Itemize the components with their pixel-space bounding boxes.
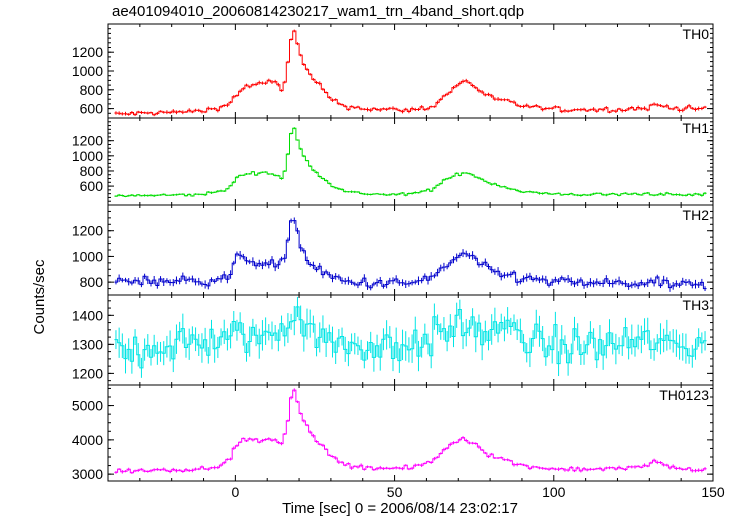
light-curve-th1 (114, 127, 707, 198)
panel-th2: TH2 800 1000 1200 (72, 204, 714, 296)
panel-label: TH2 (683, 207, 710, 223)
y-tick-label: 800 (80, 274, 104, 290)
light-curve-th0 (114, 29, 707, 117)
y-tick-label: 5000 (72, 398, 103, 414)
y-tick-label: 1200 (72, 133, 103, 149)
y-tick-label: 1000 (72, 148, 103, 164)
y-tick-label: 800 (80, 163, 104, 179)
y-tick-label: 1000 (72, 248, 103, 264)
y-tick-label: 3000 (72, 466, 103, 482)
y-tick-label: 1200 (72, 44, 103, 60)
panel-label: TH3 (683, 297, 710, 313)
chart-title: ae401094010_20060814230217_wam1_trn_4ban… (112, 3, 524, 20)
panel-label: TH0123 (659, 387, 709, 403)
panel-frame (107, 117, 714, 206)
panel-label: TH1 (683, 120, 710, 136)
panel-th0: TH0 600 800 1000 1200 (72, 23, 714, 119)
histogram-line (114, 306, 707, 369)
x-tick-label: 150 (701, 484, 725, 500)
y-tick-label: 600 (80, 101, 104, 117)
y-tick-label: 800 (80, 82, 104, 98)
x-tick-label: 50 (387, 484, 403, 500)
panels: TH060080010001200TH160080010001200TH2800… (72, 23, 725, 500)
panel-frame (107, 384, 714, 482)
panel-th0123: TH0123 3000 4000 5000 (72, 384, 714, 482)
light-curve-th3 (114, 296, 707, 378)
x-tick-label: 0 (231, 484, 239, 500)
x-axis-label: Time [sec] 0 = 2006/08/14 23:02:17 (282, 500, 518, 516)
histogram-line (114, 389, 707, 474)
light-curve-th2 (114, 217, 707, 292)
light-curve-th0123 (114, 388, 707, 474)
histogram-line (114, 220, 707, 290)
histogram-line (114, 127, 707, 197)
y-tick-label: 1000 (72, 63, 103, 79)
y-tick-label: 600 (80, 178, 104, 194)
y-tick-label: 4000 (72, 432, 103, 448)
y-tick-label: 1300 (72, 336, 103, 352)
panel-th3: TH3 1200 1300 1400 (72, 294, 714, 386)
histogram-line (114, 30, 707, 116)
y-axis-label: Counts/sec (31, 259, 48, 335)
x-tick-label: 100 (542, 484, 566, 500)
panel-label: TH0 (683, 26, 710, 42)
y-tick-label: 1200 (72, 223, 103, 239)
y-tick-label: 1200 (72, 365, 103, 381)
y-tick-label: 1400 (72, 307, 103, 323)
panel-frame (107, 23, 714, 119)
